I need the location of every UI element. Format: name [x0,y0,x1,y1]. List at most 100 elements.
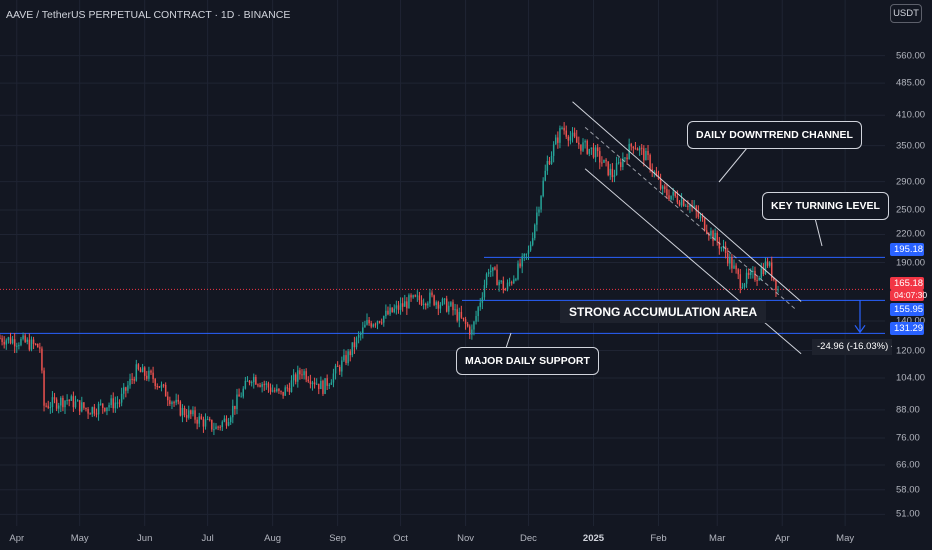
candle-body [563,127,565,131]
candle-body [196,419,198,424]
candle [481,292,484,310]
candle-body [282,391,284,396]
candle [617,157,620,165]
candle [7,336,10,344]
candle [661,185,664,196]
candle-body [0,338,1,340]
candle-body [378,321,381,323]
candle-body [240,396,242,398]
candle [26,337,28,345]
candle-body [682,199,685,207]
candle [762,263,765,277]
candle [710,227,712,239]
candle [760,262,763,281]
candle [53,392,56,404]
candle [20,337,22,347]
candle-body [525,253,528,255]
candle [359,331,362,341]
candle [196,417,198,430]
candle-body [127,385,129,391]
candle-body [578,142,580,145]
candle-body [150,370,152,373]
candle [137,363,140,371]
candle-body [185,415,188,418]
candle-body [175,399,177,403]
candle [544,164,546,182]
candle [74,395,77,409]
candle-body [370,323,372,327]
candle [552,141,555,163]
candle [743,282,746,289]
candle-body [7,337,10,341]
candle-body [490,270,492,273]
candle [584,139,586,149]
candle [0,334,1,340]
candle [110,394,112,408]
candle [68,399,70,407]
channel-callout[interactable]: DAILY DOWNTREND CHANNEL [687,121,862,149]
candle-body [242,388,245,397]
candle-body [508,282,511,284]
candle [122,383,125,400]
currency-badge[interactable]: USDT [890,4,922,23]
candle-body [125,387,127,391]
candle-body [359,333,362,336]
candle-body [169,400,171,405]
candle-body [605,159,607,162]
candle [454,303,456,315]
candle [565,125,567,139]
candle-body [376,321,379,325]
candle [706,224,708,235]
candle [39,342,41,353]
candle-body [91,407,94,415]
candle-body [263,384,265,386]
candle [91,406,94,418]
candle [175,393,177,406]
candle-body [70,396,73,401]
candle [219,425,221,431]
candle [267,381,270,393]
candle [164,382,167,397]
candle [112,392,114,413]
candle-body [232,405,234,418]
candle [676,190,679,205]
candle-body [303,371,305,376]
candle-body [322,380,324,394]
horizontal-levels [0,256,885,334]
time-tick-label: Jul [201,533,214,544]
candle-body [567,136,570,141]
candle [624,157,626,162]
candle-body [143,367,146,376]
candle [601,156,603,167]
candle [594,145,597,163]
candle [202,416,205,433]
support-callout[interactable]: MAJOR DAILY SUPPORT [456,347,599,375]
candle-body [334,365,337,374]
candle [471,324,473,340]
candle-body [695,206,697,212]
key-level-callout[interactable]: KEY TURNING LEVEL [762,192,889,220]
candle [37,343,39,348]
candle [557,131,559,149]
support-callout-pointer [500,332,512,349]
candle [427,301,429,309]
candle-body [527,250,530,254]
candle [150,369,152,375]
candle [752,266,754,279]
candle-body [699,216,702,218]
candle [615,156,618,176]
candle [280,390,282,395]
candle-body [531,238,534,245]
candle-body [443,298,446,300]
candle [62,395,64,412]
candle-body [747,272,750,276]
candle [469,324,471,340]
candle-body [183,408,186,416]
candle-body [775,280,777,291]
time-tick-label: Apr [774,533,790,544]
price-tick-label: 290.00 [896,176,926,188]
candle [607,161,609,177]
candle-body [362,327,364,334]
candle [139,367,142,373]
